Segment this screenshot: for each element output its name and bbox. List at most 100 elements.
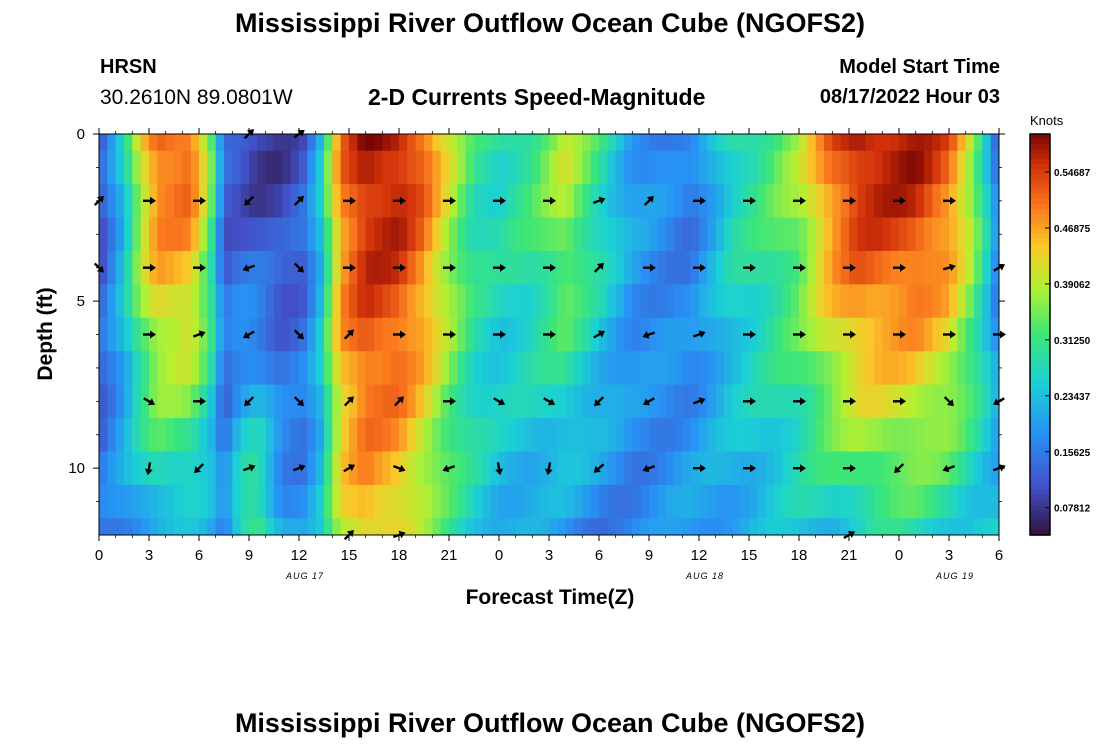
heatmap-cell <box>499 134 508 152</box>
heatmap-cell <box>807 250 817 285</box>
heatmap-cell <box>149 484 158 519</box>
heatmap-cell <box>924 451 933 486</box>
heatmap-cell <box>940 418 950 453</box>
heatmap-cell <box>715 518 725 535</box>
heatmap-cell <box>515 384 525 419</box>
heatmap-cell <box>607 484 617 519</box>
heatmap-cell <box>340 418 350 453</box>
current-arrow <box>743 464 756 473</box>
heatmap-cell <box>265 217 275 252</box>
heatmap-cell <box>340 484 350 519</box>
current-arrow <box>143 397 156 406</box>
current-arrow-head <box>398 464 406 473</box>
heatmap-cell <box>465 418 475 453</box>
heatmap-cell <box>449 351 458 386</box>
current-arrow-head <box>150 196 156 205</box>
heatmap-cell <box>499 451 508 486</box>
heatmap-cell <box>824 418 833 453</box>
current-arrow-head <box>900 196 906 205</box>
current-arrow <box>743 196 756 205</box>
current-arrow-head <box>700 464 706 473</box>
heatmap-cell <box>282 384 292 419</box>
heatmap-cell <box>174 184 183 219</box>
heatmap-cell <box>249 217 258 252</box>
model-start-value: 08/17/2022 Hour 03 <box>819 86 1000 108</box>
heatmap-cell <box>557 250 567 285</box>
heatmap-cell <box>490 451 500 486</box>
heatmap-cell <box>924 484 933 519</box>
heatmap-cell <box>374 284 383 319</box>
heatmap-cell <box>724 284 733 319</box>
colorbar-swatch <box>1030 369 1050 376</box>
heatmap-cell <box>357 484 367 519</box>
heatmap-cell <box>257 384 267 419</box>
heatmap-cell <box>215 184 225 219</box>
heatmap-cell <box>140 150 150 185</box>
heatmap-cell <box>282 150 292 185</box>
heatmap-cell <box>674 150 683 185</box>
colorbar-swatch <box>1030 204 1050 210</box>
heatmap-cell <box>324 217 333 252</box>
heatmap-cell <box>482 150 492 185</box>
heatmap-cell <box>132 184 142 219</box>
heatmap-cell <box>599 284 608 319</box>
heatmap-cell <box>457 250 467 285</box>
heatmap-cell <box>99 484 108 519</box>
colorbar-swatch <box>1030 179 1050 185</box>
current-arrow <box>692 330 706 338</box>
page-title: Mississippi River Outflow Ocean Cube (NG… <box>234 8 866 38</box>
heatmap-cell <box>790 518 800 535</box>
heatmap-cell <box>640 217 650 252</box>
heatmap-cell <box>549 217 558 252</box>
heatmap-cell <box>715 418 725 453</box>
heatmap-cell <box>474 184 483 219</box>
heatmap-cell <box>499 217 508 252</box>
heatmap-cell <box>140 518 150 535</box>
heatmap-cell <box>824 484 833 519</box>
heatmap-cell <box>324 418 333 453</box>
heatmap-cell <box>257 250 267 285</box>
current-arrow <box>642 464 656 473</box>
heatmap-cell <box>607 217 617 252</box>
heatmap-cell <box>407 351 417 386</box>
heatmap-cell <box>690 150 700 185</box>
heatmap-cell <box>707 418 717 453</box>
heatmap-cell <box>399 518 408 535</box>
heatmap-cell <box>499 484 508 519</box>
heatmap-cell <box>565 451 575 486</box>
current-arrow <box>643 263 656 272</box>
heatmap-cell <box>315 518 325 535</box>
x-tick-label: 15 <box>341 547 358 564</box>
heatmap-cell <box>932 317 942 352</box>
heatmap-cell <box>624 150 633 185</box>
heatmap-cell <box>732 134 742 152</box>
heatmap-cell <box>415 451 425 486</box>
heatmap-cell <box>99 217 108 252</box>
current-arrow <box>592 196 606 205</box>
current-arrow-head <box>242 331 251 339</box>
heatmap-cell <box>957 150 967 185</box>
heatmap-cell <box>332 134 342 152</box>
heatmap-cell <box>649 284 658 319</box>
heatmap-cell <box>857 484 867 519</box>
current-arrow-head <box>296 332 304 340</box>
current-arrow-head <box>642 464 650 473</box>
heatmap-cell <box>957 317 967 352</box>
heatmap-cell <box>749 484 758 519</box>
heatmap-cell <box>399 384 408 419</box>
heatmap-cell <box>557 134 567 152</box>
heatmap-cell <box>332 284 342 319</box>
heatmap-cell <box>290 184 300 219</box>
heatmap-cell <box>624 317 633 352</box>
current-arrow <box>893 397 906 406</box>
heatmap-cell <box>815 418 825 453</box>
heatmap-cell <box>565 418 575 453</box>
heatmap-cell <box>249 284 258 319</box>
heatmap-cell <box>774 351 783 386</box>
heatmap-cell <box>807 150 817 185</box>
current-arrow-head <box>450 263 456 272</box>
heatmap-cell <box>682 217 692 252</box>
heatmap-cell <box>815 134 825 152</box>
x-axis-label: Forecast Time(Z) <box>466 586 635 609</box>
heatmap-cell <box>165 250 175 285</box>
